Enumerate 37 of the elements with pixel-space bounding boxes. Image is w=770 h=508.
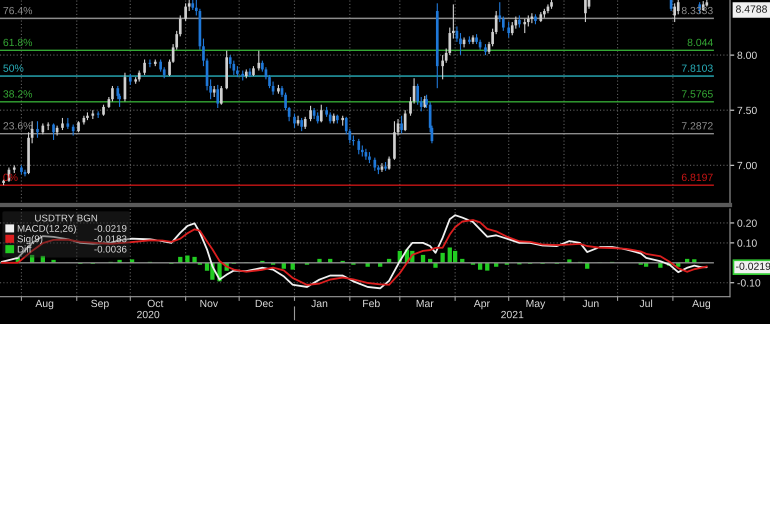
y-tick-label: -0.10 <box>737 279 760 287</box>
y-tick-label: 7.50 <box>737 106 757 114</box>
text: -0.0219 <box>736 262 770 270</box>
annotation: -0.0219 <box>94 224 126 232</box>
annotation: 38.2% <box>3 90 32 98</box>
y-tick-label: 8.00 <box>737 52 757 59</box>
x2-tick-label: 2021 <box>501 310 524 318</box>
x-tick-label: Aug <box>35 300 54 310</box>
x2-tick-label: 2020 <box>137 310 160 318</box>
x-tick-label: Dec <box>256 300 274 308</box>
x-tick-label: Jun <box>582 300 599 308</box>
legend-title: USDTRY BGN <box>35 214 98 222</box>
annotation: 61.8% <box>3 38 32 46</box>
x-tick-label: Jul <box>640 299 652 308</box>
ref-line-label: 6.8197 <box>682 174 713 182</box>
x-tick-label: May <box>526 300 546 310</box>
x-tick-label: Mar <box>416 300 434 308</box>
x-tick-label: Feb <box>363 299 380 308</box>
annotation: 50% <box>3 64 24 72</box>
x-tick-label: Jan <box>311 300 328 308</box>
x-tick-label: Aug <box>692 300 710 310</box>
ref-line-label: 7.5765 <box>682 90 713 98</box>
annotation: -0.0183 <box>94 235 126 242</box>
annotation: -0.0036 <box>94 246 126 253</box>
legend-label: MACD(12,26) <box>18 224 76 234</box>
x-tick-label: Oct <box>148 300 164 308</box>
y-tick-label: 0.20 <box>737 219 757 227</box>
y-tick-label: 7.00 <box>737 162 757 170</box>
ref-line-label: 8.044 <box>688 38 713 46</box>
ref-line-label: 7.8103 <box>682 64 713 72</box>
ref-line-label: 7.2872 <box>682 122 713 130</box>
annotation: 76.4% <box>3 6 32 14</box>
text: 8.4788 <box>736 5 767 13</box>
x-tick-label: Nov <box>200 300 218 308</box>
x-tick-label: Sep <box>91 300 109 310</box>
y-tick-label: 0.10 <box>737 239 757 247</box>
x-tick-label: Apr <box>474 300 490 310</box>
